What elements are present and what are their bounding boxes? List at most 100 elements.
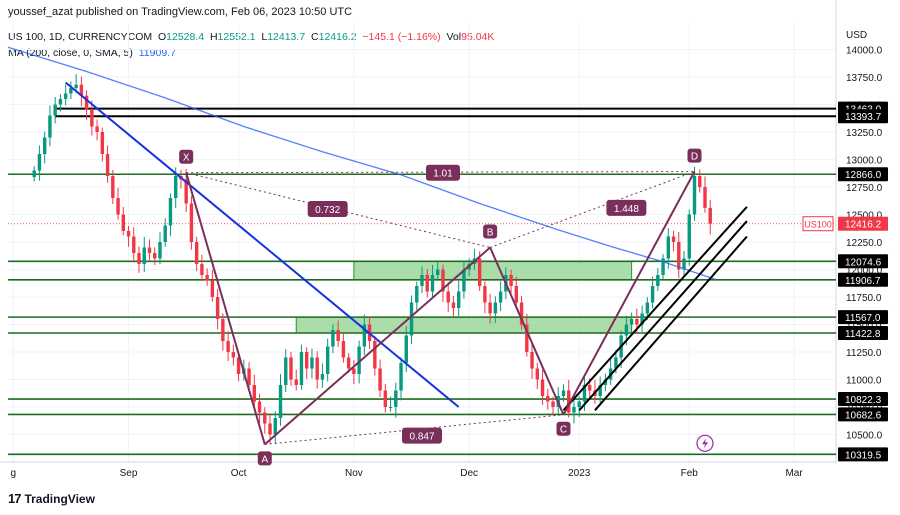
- candle-body: [346, 357, 351, 369]
- pattern-point-a-badge[interactable]: [257, 451, 272, 466]
- pattern-point-c-badge[interactable]: [556, 421, 571, 436]
- pattern-leg[interactable]: [489, 247, 565, 416]
- time-tick-label: Dec: [460, 468, 478, 479]
- candle-body: [37, 154, 42, 171]
- candle-body: [666, 236, 671, 259]
- open-value: 12528.4: [166, 31, 205, 43]
- candle-body: [645, 302, 650, 314]
- candle-body: [383, 390, 388, 407]
- candle-body: [456, 291, 461, 308]
- candle-body: [95, 126, 99, 132]
- time-axis: g Sep Oct Nov Dec 2023 Feb Mar: [10, 468, 803, 479]
- candles: [32, 74, 712, 444]
- candle-body: [226, 341, 230, 352]
- symbol-name[interactable]: US 100, 1D, CURRENCYCOM: [8, 31, 153, 43]
- candle-body: [587, 385, 592, 391]
- candle-body: [184, 179, 188, 204]
- candle-body: [404, 335, 408, 363]
- candle-body: [121, 214, 125, 231]
- ma-200-line: [7, 46, 716, 281]
- candle-body: [650, 286, 655, 303]
- ratio-badge[interactable]: [402, 427, 442, 444]
- candle-body: [310, 357, 314, 369]
- symbol-price-tag-label: US100: [804, 220, 832, 230]
- candle-body: [289, 357, 293, 380]
- symbol-legend: US 100, 1D, CURRENCYCOM O12528.4 H12552.…: [8, 31, 494, 43]
- ratio-badge[interactable]: [307, 201, 348, 217]
- candle-body: [74, 84, 78, 88]
- level-10682-axis-badge: [838, 407, 888, 422]
- pattern-point-x-badge[interactable]: [179, 149, 194, 164]
- price-tick-label: 14000.0: [846, 46, 883, 57]
- price-tick-label: 10500.0: [846, 431, 883, 442]
- trendline[interactable]: [65, 81, 460, 408]
- candle-body: [163, 225, 167, 242]
- candle-body: [477, 258, 482, 286]
- candle-body: [153, 253, 157, 259]
- candle-body: [320, 374, 325, 380]
- price-tick-label: 13000.0: [846, 156, 883, 167]
- channel-line[interactable]: [594, 235, 748, 411]
- channel-line[interactable]: [562, 206, 748, 411]
- candle-body: [268, 423, 272, 435]
- candle-body: [257, 401, 262, 413]
- level-12866-axis-label: 12866.0: [845, 170, 882, 181]
- ma-200-path: [7, 46, 716, 281]
- candle-body: [158, 242, 162, 259]
- candle-body: [132, 236, 136, 253]
- pattern-point-b-badge[interactable]: [483, 224, 498, 239]
- candle-body: [357, 346, 361, 374]
- candle-body: [451, 302, 456, 308]
- close-value: 12416.2: [318, 31, 357, 43]
- candle-body: [698, 176, 702, 187]
- price-tick-label: 13750.0: [846, 73, 883, 84]
- close-label: C: [311, 31, 319, 43]
- candle-body: [677, 242, 681, 270]
- drawings: X A B C D 0.732 1.01 1.448 0.847: [65, 81, 748, 466]
- price-tick-label: 12250.0: [846, 238, 883, 249]
- ratio-badge[interactable]: [425, 164, 460, 181]
- pattern-ratio-line: [489, 171, 695, 248]
- candle-body: [703, 187, 707, 208]
- candle-body: [173, 176, 178, 198]
- price-tick-label: 11750.0: [846, 293, 882, 304]
- pattern-leg[interactable]: [264, 246, 491, 446]
- time-tick-label: Nov: [345, 468, 363, 479]
- pattern-leg[interactable]: [562, 171, 696, 416]
- candle-body: [629, 319, 634, 325]
- pattern-point-x-label: X: [183, 153, 190, 164]
- candle-body: [236, 357, 241, 374]
- candle-body: [577, 401, 581, 407]
- level-11906-axis-label: 11906.7: [845, 276, 881, 287]
- candle-body: [100, 132, 105, 154]
- level-12074-axis-label: 12074.6: [845, 257, 882, 268]
- pattern-leg[interactable]: [185, 172, 266, 445]
- low-label: L: [261, 31, 268, 43]
- candle-body: [430, 275, 435, 292]
- pattern-point-d-badge[interactable]: [687, 148, 702, 163]
- candle-body: [69, 88, 73, 94]
- candle-body: [168, 198, 173, 226]
- level-10319-axis-badge: [838, 447, 888, 462]
- ratio-label: 0.732: [315, 205, 340, 216]
- candle-body: [682, 258, 686, 270]
- zone-lower[interactable]: [295, 316, 633, 334]
- candle-body: [142, 247, 146, 264]
- level-13393-axis-badge: [838, 109, 888, 124]
- candle-body: [436, 269, 440, 275]
- level-10822-axis-badge: [838, 392, 888, 407]
- pattern-point-a-label: A: [261, 454, 268, 465]
- candle-body: [519, 302, 524, 325]
- candle-body: [252, 385, 257, 402]
- zone-upper[interactable]: [353, 260, 633, 281]
- candle-body: [671, 236, 676, 242]
- current-price-badge[interactable]: [838, 216, 888, 231]
- volume-label: Vol: [446, 31, 462, 43]
- candle-body: [493, 302, 498, 314]
- horizontal-levels: [8, 107, 836, 456]
- channel-line[interactable]: [578, 220, 748, 411]
- candle-body: [352, 368, 356, 374]
- candle-body: [488, 302, 492, 314]
- ratio-badge[interactable]: [606, 199, 647, 216]
